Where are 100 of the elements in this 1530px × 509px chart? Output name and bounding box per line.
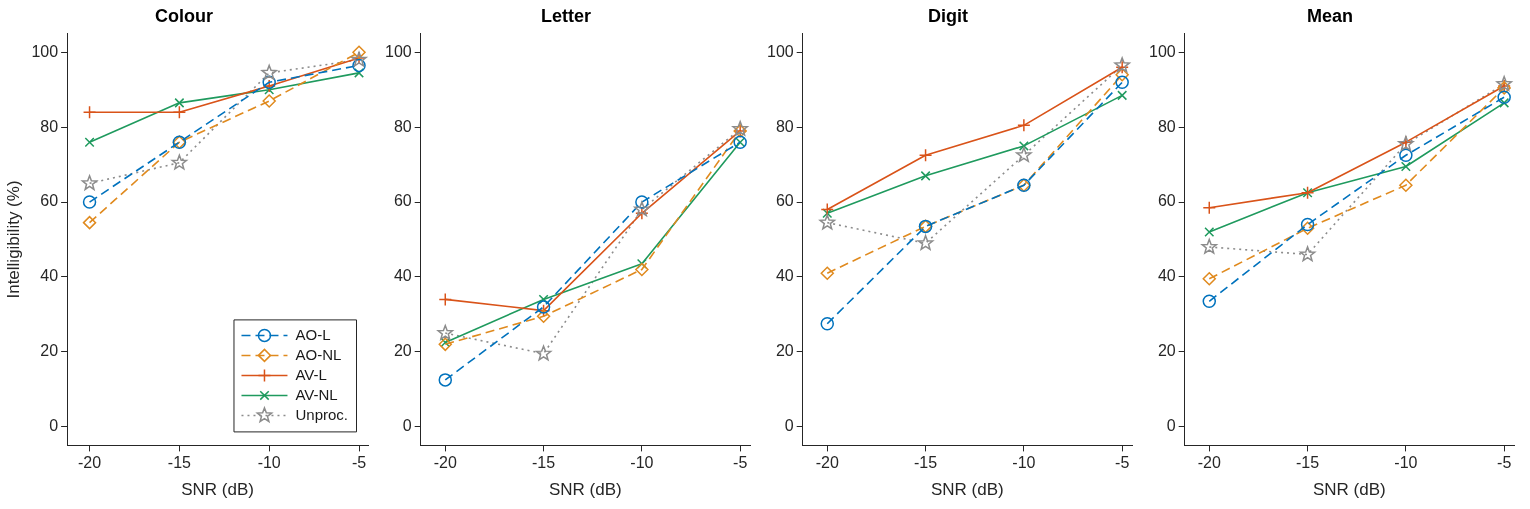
- point: [1400, 161, 1411, 172]
- y-tick-label: 100: [766, 42, 794, 60]
- point: [633, 201, 650, 217]
- point: [354, 67, 365, 78]
- x-tick-label: -20: [77, 454, 102, 472]
- y-tick-label: 0: [784, 417, 794, 435]
- y-tick-label: 40: [40, 267, 59, 285]
- point: [920, 170, 931, 181]
- y-tick-label: 20: [1157, 342, 1176, 360]
- point: [1015, 147, 1032, 163]
- point: [174, 97, 185, 108]
- point: [437, 324, 454, 340]
- point: [820, 202, 835, 217]
- point: [1399, 148, 1413, 163]
- y-axis-title: Intelligibility (%): [3, 180, 23, 299]
- y-tick-label: 20: [775, 342, 794, 360]
- chart-title: Letter: [540, 5, 592, 26]
- point: [536, 309, 551, 323]
- y-tick-label: 80: [775, 117, 794, 135]
- point: [438, 373, 453, 387]
- y-tick-label: 20: [40, 342, 59, 360]
- point: [1018, 140, 1029, 151]
- legend-label: AV-L: [295, 365, 327, 383]
- point: [1202, 294, 1217, 309]
- x-tick-label: -20: [815, 454, 839, 472]
- point: [1017, 118, 1031, 133]
- y-tick-label: 100: [384, 42, 412, 60]
- y-tick-label: 40: [393, 267, 412, 285]
- point: [81, 175, 98, 191]
- legend-label: Unproc.: [295, 405, 349, 423]
- point: [1399, 178, 1413, 192]
- x-tick-label: -15: [1296, 454, 1320, 472]
- point: [1497, 90, 1511, 104]
- x-tick-label: -5: [351, 454, 367, 472]
- x-tick-label: -15: [167, 454, 192, 472]
- x-tick-label: -10: [257, 454, 281, 472]
- x-tick-label: -10: [1012, 454, 1036, 472]
- y-tick-label: 20: [393, 342, 412, 360]
- y-tick-label: 40: [775, 267, 794, 285]
- point: [1201, 238, 1218, 254]
- y-tick-label: 60: [393, 192, 412, 210]
- x-tick-label: -20: [433, 454, 457, 472]
- x-tick-label: -5: [1497, 454, 1512, 472]
- x-tick-label: -20: [1197, 454, 1221, 472]
- y-tick-label: 0: [1166, 417, 1176, 435]
- point: [82, 215, 97, 230]
- point: [635, 195, 649, 209]
- point: [822, 208, 833, 219]
- legend-label: AO-NL: [295, 345, 342, 363]
- y-tick-label: 40: [1157, 267, 1176, 285]
- point: [1496, 75, 1513, 91]
- y-tick-label: 80: [40, 117, 59, 135]
- y-tick-label: 0: [402, 417, 412, 435]
- point: [635, 206, 649, 221]
- point: [820, 316, 835, 331]
- point: [918, 148, 933, 163]
- point: [352, 45, 366, 60]
- chart-title: Digit: [928, 5, 968, 26]
- point: [1499, 97, 1510, 108]
- point: [820, 266, 835, 280]
- point: [536, 300, 551, 314]
- y-tick-label: 0: [49, 417, 59, 435]
- point: [352, 58, 366, 73]
- x-tick-label: -15: [914, 454, 938, 472]
- point: [1202, 272, 1217, 286]
- x-axis-title: SNR (dB): [548, 480, 622, 500]
- point: [262, 75, 276, 90]
- chart-title: Mean: [1306, 5, 1354, 26]
- y-tick-label: 60: [40, 192, 59, 210]
- y-tick-label: 60: [775, 192, 794, 210]
- point: [171, 154, 188, 170]
- point: [635, 262, 649, 277]
- x-axis-title: SNR (dB): [181, 480, 254, 500]
- point: [438, 337, 453, 352]
- y-tick-label: 60: [1157, 192, 1176, 210]
- x-axis-title: SNR (dB): [1312, 480, 1386, 500]
- y-tick-label: 100: [1148, 42, 1176, 60]
- point: [262, 94, 276, 108]
- point: [172, 105, 187, 119]
- x-tick-label: -5: [1115, 454, 1130, 472]
- point: [261, 64, 278, 80]
- point: [262, 79, 276, 93]
- point: [82, 105, 97, 119]
- x-axis-title: SNR (dB): [930, 480, 1004, 500]
- point: [819, 214, 836, 230]
- y-tick-label: 100: [31, 42, 59, 60]
- x-tick-label: -5: [733, 454, 748, 472]
- point: [1204, 227, 1215, 238]
- y-tick-label: 80: [1157, 117, 1176, 135]
- point: [1299, 246, 1316, 262]
- chart-title: Colour: [155, 5, 213, 26]
- point: [438, 292, 453, 307]
- point: [1117, 90, 1128, 101]
- point: [917, 234, 934, 251]
- point: [1300, 217, 1315, 232]
- point: [1300, 221, 1315, 236]
- x-tick-label: -15: [532, 454, 556, 472]
- point: [535, 345, 552, 361]
- legend-label: AV-NL: [295, 385, 338, 403]
- legend-label: AO-L: [295, 325, 331, 343]
